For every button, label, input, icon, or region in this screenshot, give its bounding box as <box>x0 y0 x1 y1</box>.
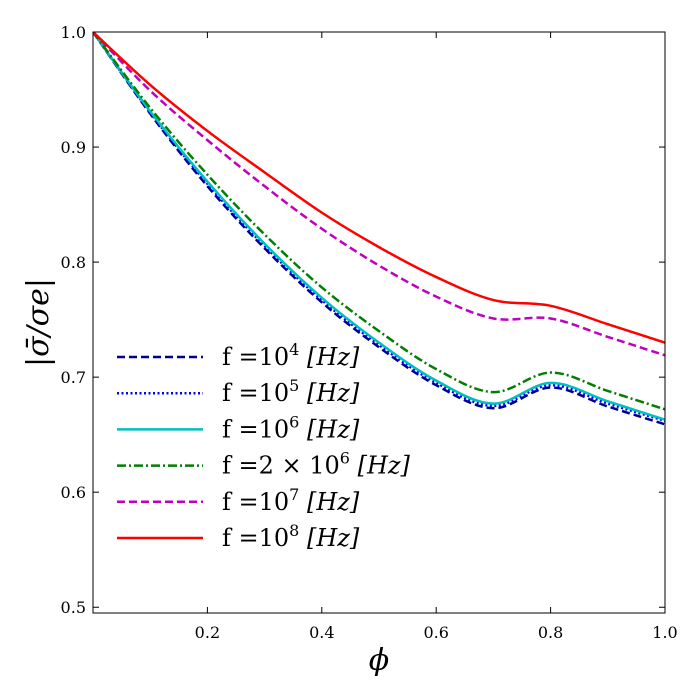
legend: f =104 [Hz] f =105 [Hz] f =106 [Hz] f =2 × … <box>117 340 411 552</box>
legend-label: f =105 [Hz] <box>222 376 360 407</box>
legend-entry: f =104 [Hz] <box>117 340 360 371</box>
x-tick-label: 0.6 <box>423 623 448 642</box>
y-axis-label: |σ̄/σe| <box>21 278 56 367</box>
series-line-4 <box>93 32 665 411</box>
legend-entry: f =107 [Hz] <box>117 485 360 516</box>
x-tick-label: 1.0 <box>652 623 677 642</box>
legend-entry: f =2 × 106 [Hz] <box>117 449 411 480</box>
legend-entry: f =106 [Hz] <box>117 412 360 443</box>
y-tick-label: 0.5 <box>61 598 86 617</box>
legend-entry: f =108 [Hz] <box>117 521 360 552</box>
legend-label: f =107 [Hz] <box>222 485 360 516</box>
legend-label: f =108 [Hz] <box>222 521 360 552</box>
legend-entry: f =105 [Hz] <box>117 376 360 407</box>
axes: 0.2 0.4 0.6 0.8 1.0 0.5 0.6 0.7 0.8 0.9 1.0 <box>61 23 678 642</box>
y-tick-label: 0.7 <box>61 368 86 387</box>
series-line-1 <box>93 32 665 426</box>
legend-label: f =106 [Hz] <box>222 412 360 443</box>
plot-frame <box>92 31 666 614</box>
legend-label: f =2 × 106 [Hz] <box>222 449 411 480</box>
series-line-6 <box>93 32 665 344</box>
x-axis-label: ϕ <box>369 643 389 678</box>
plot-area <box>93 32 665 426</box>
series-line-2 <box>93 32 665 423</box>
legend-label: f =104 [Hz] <box>222 340 360 371</box>
y-tick-label: 0.6 <box>61 483 86 502</box>
y-tick-label: 1.0 <box>61 23 86 42</box>
y-tick-label: 0.8 <box>61 253 86 272</box>
y-tick-label: 0.9 <box>61 138 86 157</box>
x-tick-label: 0.4 <box>309 623 334 642</box>
series-line-5 <box>93 32 665 357</box>
x-tick-label: 0.2 <box>195 623 220 642</box>
series-line-3 <box>93 32 665 421</box>
x-tick-label: 0.8 <box>538 623 563 642</box>
